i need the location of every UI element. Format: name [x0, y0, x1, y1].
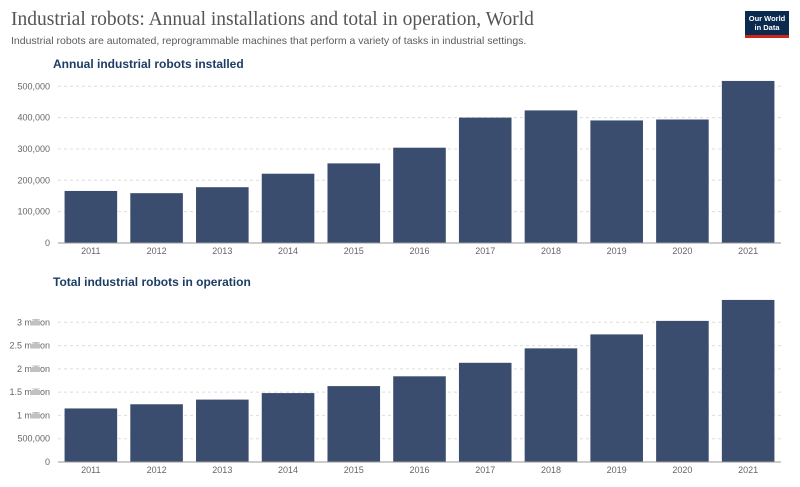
chart-1-bar-2019: [590, 120, 643, 243]
chart-1-bar-2018: [524, 110, 578, 244]
chart-1-ytick-label: 400,000: [17, 113, 50, 123]
chart-2-bar-2018: [524, 348, 578, 462]
chart-2-xtick-label: 2020: [672, 465, 692, 475]
chart-1-bar-2020: [656, 119, 709, 243]
chart-1-xtick-label: 2013: [212, 246, 232, 256]
chart-1-xtick-label: 2015: [344, 246, 364, 256]
chart-2-ytick-label: 1.5 million: [9, 387, 50, 397]
chart-1-title: Annual industrial robots installed: [53, 57, 244, 71]
chart-2-ytick-label: 0: [45, 457, 50, 467]
chart-1-bar-2013: [196, 187, 249, 243]
chart-2-ytick-label: 3 million: [17, 317, 50, 327]
chart-2-xtick-label: 2019: [607, 465, 627, 475]
logo-line-2: in Data: [754, 23, 780, 32]
chart-1-xtick-label: 2016: [409, 246, 429, 256]
chart-2-bar-2020: [656, 320, 709, 462]
chart-1-bar-2014: [261, 173, 315, 243]
chart-2-bar-2015: [327, 386, 381, 462]
chart-2-xtick-label: 2013: [212, 465, 232, 475]
chart-1-xtick-label: 2021: [738, 246, 758, 256]
chart-1-ytick-label: 300,000: [17, 144, 50, 154]
chart-1-ytick-label: 100,000: [17, 207, 50, 217]
chart-1-bar-2016: [393, 147, 446, 243]
chart-1-bar-2021: [721, 80, 775, 243]
chart-2-xtick-label: 2018: [541, 465, 561, 475]
logo-line-1: Our World: [748, 14, 786, 23]
chart-2-bar-2016: [393, 376, 446, 462]
chart-1-bar-2015: [327, 163, 381, 243]
chart-2-ytick-label: 1 million: [17, 410, 50, 420]
chart-1-xtick-label: 2017: [475, 246, 495, 256]
chart-2-bar-2012: [130, 404, 183, 462]
chart-2-ytick-label: 2 million: [17, 364, 50, 374]
chart-2-title: Total industrial robots in operation: [53, 275, 251, 289]
chart-2-xtick-label: 2011: [81, 465, 100, 475]
chart-2-bar-2017: [458, 362, 512, 462]
page-subtitle: Industrial robots are automated, reprogr…: [11, 35, 527, 47]
chart-1-ytick-label: 0: [45, 238, 50, 248]
chart-2-ytick-label: 2.5 million: [9, 341, 50, 351]
chart-1-bar-2012: [130, 193, 183, 243]
owid-logo[interactable]: Our World in Data: [745, 11, 789, 38]
chart-1-ytick-label: 500,000: [17, 81, 50, 91]
chart-1-bar-2017: [458, 117, 512, 243]
chart-1-xtick-label: 2014: [278, 246, 298, 256]
chart-2-xtick-label: 2012: [147, 465, 167, 475]
chart-2-xtick-label: 2014: [278, 465, 298, 475]
chart-2-xtick-label: 2017: [475, 465, 495, 475]
chart-1-xtick-label: 2011: [81, 246, 100, 256]
chart-2-bar-2019: [590, 334, 643, 462]
page-title: Industrial robots: Annual installations …: [11, 9, 534, 30]
chart-2-ytick-label: 500,000: [17, 434, 50, 444]
chart-2-xtick-label: 2021: [738, 465, 758, 475]
chart-2-bar-2021: [721, 299, 775, 462]
chart-2-xtick-label: 2015: [344, 465, 364, 475]
chart-1-xtick-label: 2020: [672, 246, 692, 256]
chart-2-xtick-label: 2016: [409, 465, 429, 475]
chart-1-xtick-label: 2019: [607, 246, 627, 256]
chart-1-ytick-label: 200,000: [17, 175, 50, 185]
chart-2-bar-2013: [196, 399, 249, 462]
chart-1-bar-2011: [64, 190, 118, 243]
chart-2-bar-2014: [261, 393, 315, 462]
chart-1-xtick-label: 2018: [541, 246, 561, 256]
chart-2-bar-2011: [64, 408, 118, 462]
chart-1-xtick-label: 2012: [147, 246, 167, 256]
